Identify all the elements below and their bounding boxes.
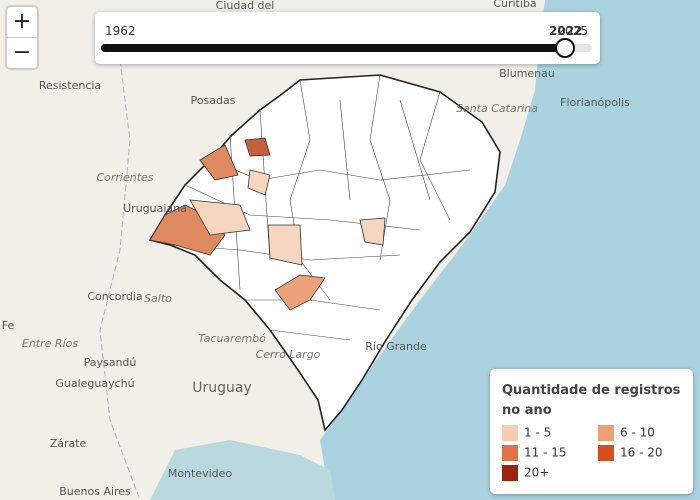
legend-label: 20+ xyxy=(524,465,550,480)
place-label: Zárate xyxy=(50,437,87,450)
place-label: Curitiba xyxy=(493,0,536,10)
place-label: Posadas xyxy=(191,94,236,107)
place-label: Uruguaiana xyxy=(123,202,187,215)
state-outline xyxy=(148,74,501,432)
place-label: Resistencia xyxy=(39,79,101,92)
year-slider-panel: 1962 2022 2025 xyxy=(95,12,600,64)
legend-title: Quantidade de registros no ano xyxy=(502,383,681,418)
legend-item: 20+ xyxy=(502,465,549,481)
municipality xyxy=(247,169,271,196)
legend-item: 6 - 10 xyxy=(598,425,655,441)
municipality xyxy=(244,137,271,157)
place-label: Buenos Aires xyxy=(59,485,131,498)
slider-value: 2022 xyxy=(549,24,583,38)
municipality xyxy=(267,224,303,266)
legend-item: 16 - 20 xyxy=(598,445,663,461)
place-label: Cerro Largo xyxy=(256,348,321,361)
place-label: Ciudad del xyxy=(216,0,275,12)
zoom-out[interactable]: − xyxy=(7,37,37,68)
municipality xyxy=(359,217,386,246)
legend-item: 11 - 15 xyxy=(502,445,567,461)
place-label: Florianópolis xyxy=(560,96,630,109)
legend-label: 11 - 15 xyxy=(524,445,567,460)
municipality xyxy=(199,144,239,181)
legend-label: 6 - 10 xyxy=(620,425,655,440)
legend-swatch xyxy=(502,465,518,481)
slider-track xyxy=(101,38,592,58)
slider-thumb[interactable] xyxy=(555,38,575,58)
legend-swatch xyxy=(502,425,518,441)
zoom-control: + − xyxy=(5,5,39,70)
place-label: Concordia xyxy=(87,290,142,303)
zoom-in[interactable]: + xyxy=(12,9,32,34)
slider-max: 2025 xyxy=(557,24,588,38)
place-label: Uruguay xyxy=(192,380,252,396)
legend-swatch xyxy=(598,445,614,461)
municipality xyxy=(189,199,251,236)
rio-de-la-plata xyxy=(150,440,335,500)
place-label: Santa Catarina xyxy=(456,102,538,115)
place-label: Montevideo xyxy=(168,467,233,480)
place-label: Entre Ríos xyxy=(22,337,78,350)
municipality xyxy=(274,274,326,311)
place-label: Gualeguaychú xyxy=(55,377,134,390)
border xyxy=(99,59,141,500)
legend-swatch xyxy=(502,445,518,461)
place-label: Blumenau xyxy=(499,67,555,80)
legend: Quantidade de registros no ano 1 - 5 6 - … xyxy=(490,369,693,494)
place-label: Salto xyxy=(144,292,172,305)
place-label: Fe xyxy=(2,319,15,332)
slider-min: 1962 xyxy=(105,24,136,38)
place-label: Tacuarembó xyxy=(198,332,266,345)
place-label: Rio Grande xyxy=(365,340,427,353)
legend-label: 16 - 20 xyxy=(620,445,663,460)
legend-label: 1 - 5 xyxy=(524,425,552,440)
place-label: Paysandú xyxy=(84,356,137,369)
legend-item: 1 - 5 xyxy=(502,425,551,441)
place-label: Corrientes xyxy=(96,171,153,184)
legend-swatch xyxy=(598,425,614,441)
